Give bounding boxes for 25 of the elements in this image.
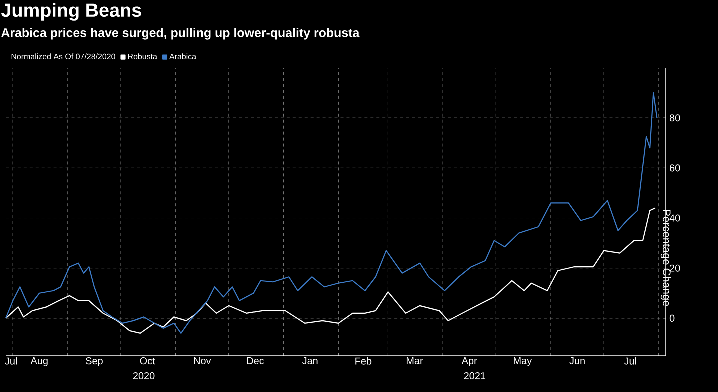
x-tick-label: Mar <box>406 358 424 364</box>
chart-subtitle: Arabica prices have surged, pulling up lower-quality robusta <box>2 28 360 40</box>
text: 2020 <box>133 372 155 380</box>
x-tick-label: Nov <box>194 358 212 364</box>
x-tick-label: Jul <box>5 358 18 365</box>
x-tick-label: May <box>514 358 532 366</box>
chart-title: Jumping Beans <box>1 3 142 21</box>
y-axis-title: Percentage Change <box>660 210 672 306</box>
y-tick-label: 80 <box>670 114 680 122</box>
y-tick-label: 60 <box>670 164 680 172</box>
y-tick-label: 20 <box>670 264 680 272</box>
x-tick-label: Aug <box>30 358 48 366</box>
x-tick-label: Sep <box>86 358 103 367</box>
x-tick-label: Apr <box>462 358 478 366</box>
y-tick-label: 40 <box>670 214 680 222</box>
x-tick-label: Jun <box>570 358 585 364</box>
x-tick-label: Oct <box>140 358 156 365</box>
y-tick-label: 0 <box>670 314 675 322</box>
x-tick-label: Feb <box>356 358 372 365</box>
x-tick-label: Jan <box>302 358 318 364</box>
line-series <box>5 92 658 334</box>
line-series <box>5 208 656 334</box>
x-tick-label: Dec <box>247 358 264 364</box>
x-tick-label: Jul <box>624 358 636 365</box>
text: 2021 <box>464 372 486 380</box>
